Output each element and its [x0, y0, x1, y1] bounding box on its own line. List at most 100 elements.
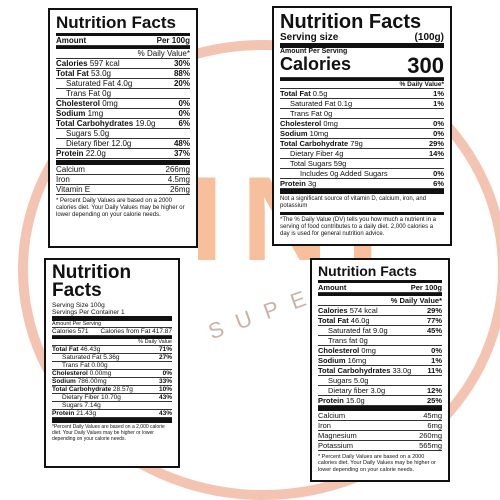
mineral-rows: Calcium 45mg Iron 6mg Magnesium 260mg Potassiu…: [318, 411, 442, 451]
nutrient-amount: 3g: [307, 179, 317, 188]
nutrient-dv: 0%: [433, 129, 444, 138]
nutrient-amount: 53.0g: [90, 69, 112, 78]
note: Not a significant source of vitamin D, c…: [280, 196, 427, 209]
mineral-value: 565mg: [419, 441, 442, 450]
nutrient-dv: 0%: [431, 346, 442, 355]
dv-header-label: % Daily Value: [138, 339, 172, 346]
calories-label: Calories 571: [52, 328, 89, 336]
mineral-value: 45mg: [423, 411, 442, 420]
divider: [318, 280, 442, 283]
nutrient-name: Cholesterol: [52, 370, 88, 378]
mineral-value: 266mg: [165, 165, 190, 174]
nutrient-row: Dietary fiber 12.0g 48%: [56, 139, 190, 149]
nutrient-amount: 59g: [333, 159, 347, 168]
nutrient-name: Total Fat: [318, 316, 349, 325]
calories-row: Calories 571 Calories from Fat 417.87: [52, 327, 172, 337]
serving-label: Serving size: [280, 32, 339, 43]
nutrient-label: Sodium 16mg: [318, 356, 366, 365]
nutrient-rows: Calories 597 kcal 30% Total Fat 53.0g 88% Sa…: [56, 59, 190, 159]
nutrient-name: Protein: [52, 410, 75, 418]
dv-header: % Daily Value*: [280, 81, 444, 89]
nutrient-label: Calories 597 kcal: [56, 59, 120, 68]
nutrient-label: Saturated Fat 4.0g: [56, 79, 132, 88]
nutrient-name: Total Carbohydrate: [52, 386, 112, 394]
divider: [280, 43, 444, 48]
nutrient-row: Cholesterol 0mg 0%: [318, 346, 442, 356]
mineral-name: Calcium: [318, 411, 346, 420]
nutrient-label: Protein 3g: [280, 179, 316, 188]
nutrient-name: Trans Fat: [62, 362, 90, 370]
nutrient-amount: 0g: [359, 336, 368, 345]
nutrient-amount: 9.0g: [373, 326, 388, 335]
nutrient-row: Protein 15.0g 25%: [318, 396, 442, 406]
mineral-name: Calcium: [56, 165, 85, 174]
nutrient-row: Saturated Fat 0.1g 1%: [280, 99, 444, 109]
nutrient-dv: 1%: [431, 356, 442, 365]
nutrient-label: Trans Fat 0.00g: [52, 362, 108, 369]
nutrition-panel-a: Nutrition Facts Amount Per 100g % Daily …: [48, 8, 198, 248]
nutrient-name: Trans Fat: [290, 109, 322, 118]
nutrient-name: Sugars: [328, 376, 352, 385]
nutrient-dv: 6%: [178, 119, 190, 128]
nutrient-name: Dietary Fiber: [62, 394, 100, 402]
nutrient-label: Total Fat 0.5g: [280, 89, 327, 98]
panel-b-title: Nutrition Facts: [280, 11, 422, 33]
mineral-row: Potassium 565mg: [318, 441, 442, 451]
per-label: Per 100g: [156, 36, 190, 45]
nutrient-row: Trans Fat 0g: [280, 109, 444, 119]
nutrient-label: Protein 21.43g: [52, 410, 96, 417]
nutrient-dv: 30%: [173, 59, 190, 68]
nutrient-name: Trans Fat: [66, 89, 100, 98]
divider: [280, 189, 444, 194]
divider: [280, 78, 444, 81]
nutrient-dv: 14%: [428, 149, 444, 158]
nutrient-label: Total Carbohydrates 19.0g: [56, 119, 155, 128]
nutrient-amount: 0mg: [102, 99, 118, 108]
nutrient-label: Cholesterol 0.00mg: [52, 370, 111, 377]
nutrient-label: Saturated Fat 5.36g: [52, 354, 119, 361]
nutrient-dv: 29%: [426, 306, 442, 315]
nutrient-dv: 48%: [173, 139, 190, 148]
nutrient-row: Sugars 7.14g: [52, 402, 172, 411]
nutrient-dv: 71%: [158, 346, 172, 354]
nutrient-amount: 0.00mg: [89, 370, 112, 378]
nutrient-row: Saturated Fat 5.36g 27%: [52, 354, 172, 363]
divider: [280, 211, 444, 215]
nutrient-amount: 46.43g: [80, 346, 101, 354]
nutrient-amount: 0mg: [323, 119, 338, 128]
nutrient-name: Includes: [300, 169, 328, 178]
nutrient-row: Cholesterol 0mg 0%: [280, 119, 444, 129]
nutrient-amount: 12.0g: [111, 139, 132, 148]
nutrient-label: Saturated Fat 0.1g: [280, 99, 352, 108]
nutrient-amount: 0mg: [361, 346, 376, 355]
nutrient-label: Cholesterol 0mg: [56, 99, 118, 108]
nutrient-amount: 1mg: [87, 109, 104, 118]
nutrient-dv: 0%: [433, 169, 444, 178]
nutrient-amount: 0g: [102, 89, 112, 98]
servings-per-container: Servings Per Container 1: [52, 309, 125, 317]
nutrient-label: Total Fat 46.0g: [318, 316, 370, 325]
nutrient-amount: 15.0g: [345, 396, 365, 405]
nutrient-label: Total Sugars 59g: [280, 159, 346, 168]
nutrient-rows: Total Fat 46.43g 71% Saturated Fat 5.36g 27…: [52, 346, 172, 419]
nutrient-name: Protein: [280, 179, 306, 188]
amount-per-serving: Amount Per Serving: [280, 48, 348, 55]
nutrient-amount: 574 kcal: [349, 306, 378, 315]
dv-header-label: % Daily Value*: [137, 49, 190, 58]
nutrient-name: Calories: [318, 306, 348, 315]
per-label: Per 100g: [410, 283, 442, 292]
nutrient-name: Sodium: [56, 109, 86, 118]
nutrient-name: Total Carbohydrates: [56, 119, 134, 128]
nutrition-panel-d: Nutrition Facts Amount Per 100g % Daily …: [310, 258, 450, 482]
nutrient-name: Total Carbohydrates: [318, 366, 391, 375]
dv-header-label: % Daily Value*: [390, 296, 442, 305]
nutrient-amount: 0g Added Sugars: [330, 169, 388, 178]
nutrient-amount: 5.0g: [353, 376, 369, 385]
nutrient-row: Total Fat 53.0g 88%: [56, 69, 190, 79]
nutrient-dv: 6%: [433, 179, 444, 188]
nutrient-name: Cholesterol: [280, 119, 322, 128]
nutrient-row: Total Fat 46.43g 71%: [52, 346, 172, 355]
mineral-rows: Calcium 266mg Iron 4.5mg Vitamin E 26mg: [56, 165, 190, 195]
nutrient-dv: 0%: [433, 119, 444, 128]
nutrient-dv: 12%: [426, 386, 442, 395]
